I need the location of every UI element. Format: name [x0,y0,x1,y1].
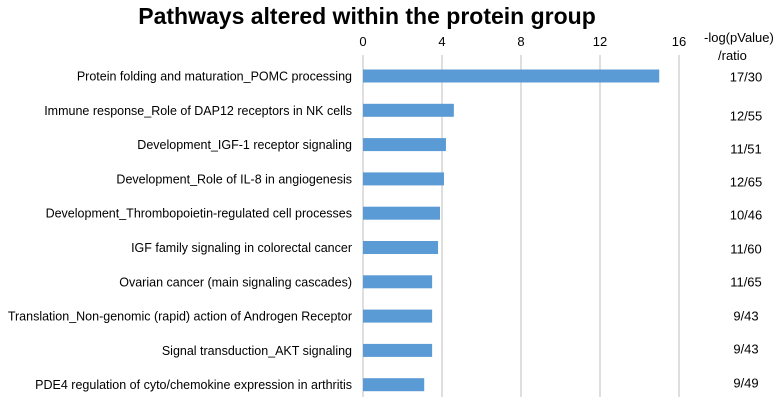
bar-2 [363,103,454,117]
x-axis-ticks: 0 4 8 12 16 [359,34,686,49]
column-header: -log(pValue) /ratio [704,30,774,63]
ratio-label-10: 9/49 [733,376,758,391]
ratio-label-1: 17/30 [730,70,763,85]
bars [363,69,660,392]
category-label-6: IGF family signaling in colorectal cance… [131,241,352,255]
ratio-header-line2: /ratio [718,48,747,63]
ratio-label-4: 12/65 [730,175,763,190]
bar-4 [363,172,444,186]
ratio-label-8: 9/43 [733,309,758,324]
ratio-labels: 17/30 12/55 11/51 12/65 10/46 11/60 11/65 9/43 9… [730,70,763,391]
ratio-label-9: 9/43 [733,342,758,357]
chart-title: Pathways altered within the protein grou… [138,3,596,29]
ratio-label-2: 12/55 [730,109,763,124]
ratio-label-3: 11/51 [730,142,762,157]
bar-5 [363,206,441,220]
category-label-1: Protein folding and maturation_POMC proc… [77,70,352,84]
category-label-3: Development_IGF-1 receptor signaling [137,138,352,152]
category-label-4: Development_Role of IL-8 in angiogenesis [116,172,352,186]
category-labels: Protein folding and maturation_POMC proc… [8,70,352,393]
category-label-7: Ovarian cancer (main signaling cascades) [119,275,352,289]
ratio-label-6: 11/60 [730,242,762,257]
category-label-8: Translation_Non-genomic (rapid) action o… [8,310,352,324]
x-tick-label-8: 8 [517,34,524,49]
bar-3 [363,138,446,152]
ratio-label-7: 11/65 [730,275,762,290]
bar-8 [363,309,433,323]
x-tick-label-4: 4 [438,34,445,49]
bar-10 [363,378,425,392]
bar-1 [363,69,660,83]
category-label-10: PDE4 regulation of cyto/chemokine expres… [35,378,352,392]
x-tick-label-12: 12 [593,34,607,49]
ratio-header-line1: -log(pValue) [704,30,774,45]
x-tick-label-16: 16 [672,34,686,49]
bar-7 [363,275,433,289]
x-tick-label-0: 0 [359,34,366,49]
bar-6 [363,241,439,254]
category-label-9: Signal transduction_AKT signaling [162,344,352,358]
category-label-2: Immune response_Role of DAP12 receptors … [44,104,352,118]
ratio-label-5: 10/46 [730,208,763,223]
category-label-5: Development_Thrombopoietin-regulated cel… [46,207,352,221]
bar-9 [363,343,433,357]
